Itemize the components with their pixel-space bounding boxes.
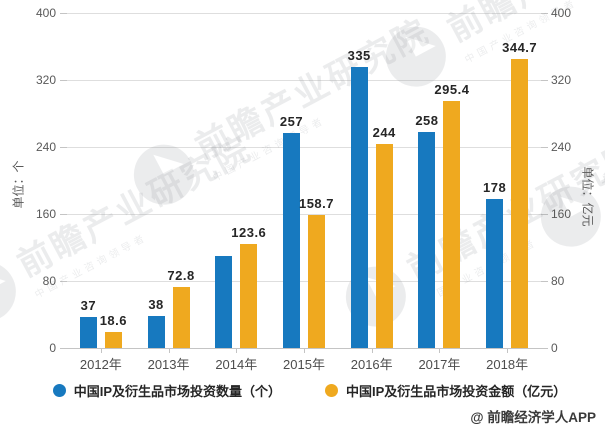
right-tick-400 [541,13,548,14]
source-credit: @ 前瞻经济学人APP [470,410,596,425]
bar-count-2017年 [418,131,436,348]
bar-value-label: 295.4 [434,81,470,97]
watermark: 前瞻产业研究院 中国产业咨询领导者 [334,126,605,340]
x-axis-tick [304,348,305,353]
left-axis-tick-label: 320 [35,73,56,87]
bar-amount-2015年 [308,215,325,348]
left-axis-tick-label: 0 [49,341,56,355]
right-tick-320 [541,80,548,81]
right-tick-240 [541,147,548,148]
bar-count-2013年 [147,316,165,348]
bar-amount-2016年 [375,143,393,348]
gridline-80 [67,281,541,282]
left-axis-tick-label: 80 [42,274,56,288]
right-axis-tick-label: 320 [551,73,572,87]
right-tick-80 [541,281,548,282]
legend-label-count: 中国IP及衍生品市场投资数量（个） [73,384,281,399]
bar-value-label: 257 [279,113,304,129]
legend-item-amount: 中国IP及衍生品市场投资金额（亿元） [325,381,566,400]
right-axis-title: 单位：亿元 [580,166,595,227]
gridline-400 [67,13,541,14]
x-axis-tick [168,348,170,353]
bar-count-2012年 [79,317,97,348]
watermark-text: 前瞻产业研究院 [189,12,437,168]
left-tick-400 [60,13,67,14]
x-axis-label-2018年: 2018年 [486,357,529,372]
bar-value-label: 244 [372,124,396,140]
left-tick-320 [60,80,67,81]
right-axis-tick-label: 0 [551,341,558,355]
left-axis-title: 单位：个 [11,160,26,209]
bar-value-label: 37 [80,298,97,313]
bar-amount-2014年 [240,244,258,348]
bar-value-label: 344.7 [502,40,538,56]
x-axis-tick [100,348,102,353]
x-axis-tick [439,348,441,353]
x-axis-tick [371,348,373,353]
x-axis-label-2012年: 2012年 [79,357,122,372]
gridline-240 [67,147,541,148]
right-tick-0 [541,348,548,349]
right-axis-tick-label: 160 [551,207,572,221]
bar-count-2018年 [486,198,504,348]
legend-dot-yellow [325,384,338,397]
bar-value-label: 38 [148,297,164,313]
left-tick-0 [60,348,67,349]
gridline-320 [67,80,541,81]
bar-value-label: 18.6 [99,313,127,329]
left-tick-240 [60,147,67,148]
legend-label-amount: 中国IP及衍生品市场投资金额（亿元） [346,384,567,399]
left-tick-80 [60,281,67,282]
bar-value-label: 158.7 [298,196,335,212]
x-axis-tick [507,348,509,353]
left-tick-160 [60,214,67,215]
bar-value-label: 335 [347,48,371,64]
bar-count-2014年 [215,255,233,348]
bar-count-2015年 [283,132,300,348]
bar-amount-2012年 [104,332,122,348]
right-axis-tick-label: 400 [551,6,572,20]
bar-value-label: 123.6 [231,225,267,241]
bar-amount-2013年 [172,287,190,348]
x-axis-label-2015年: 2015年 [283,357,325,372]
x-axis-tick [236,348,238,353]
x-axis-label-2017年: 2017年 [418,357,461,372]
legend-item-count: 中国IP及衍生品市场投资数量（个） [52,381,281,400]
left-axis-tick-label: 400 [35,6,56,20]
right-tick-160 [541,214,548,215]
gridline-160 [67,214,541,215]
right-axis-tick-label: 80 [551,274,565,288]
x-axis-label-2013年: 2013年 [147,357,190,372]
legend: 中国IP及衍生品市场投资数量（个） 中国IP及衍生品市场投资金额（亿元） [0,381,605,400]
bar-amount-2017年 [443,100,461,348]
legend-dot-blue [52,384,66,397]
x-axis-label-2014年: 2014年 [215,357,258,372]
bar-value-label: 258 [415,112,439,128]
x-axis-label-2016年: 2016年 [350,357,393,372]
left-axis-tick-label: 240 [35,140,56,154]
right-axis-tick-label: 240 [551,140,572,154]
bar-amount-2018年 [511,59,529,348]
qianzhan-logo-watermark-icon [0,251,26,332]
bar-count-2016年 [350,67,368,348]
left-axis-tick-label: 160 [35,207,56,221]
bar-value-label: 72.8 [167,268,195,284]
bar-value-label: 178 [483,179,507,195]
